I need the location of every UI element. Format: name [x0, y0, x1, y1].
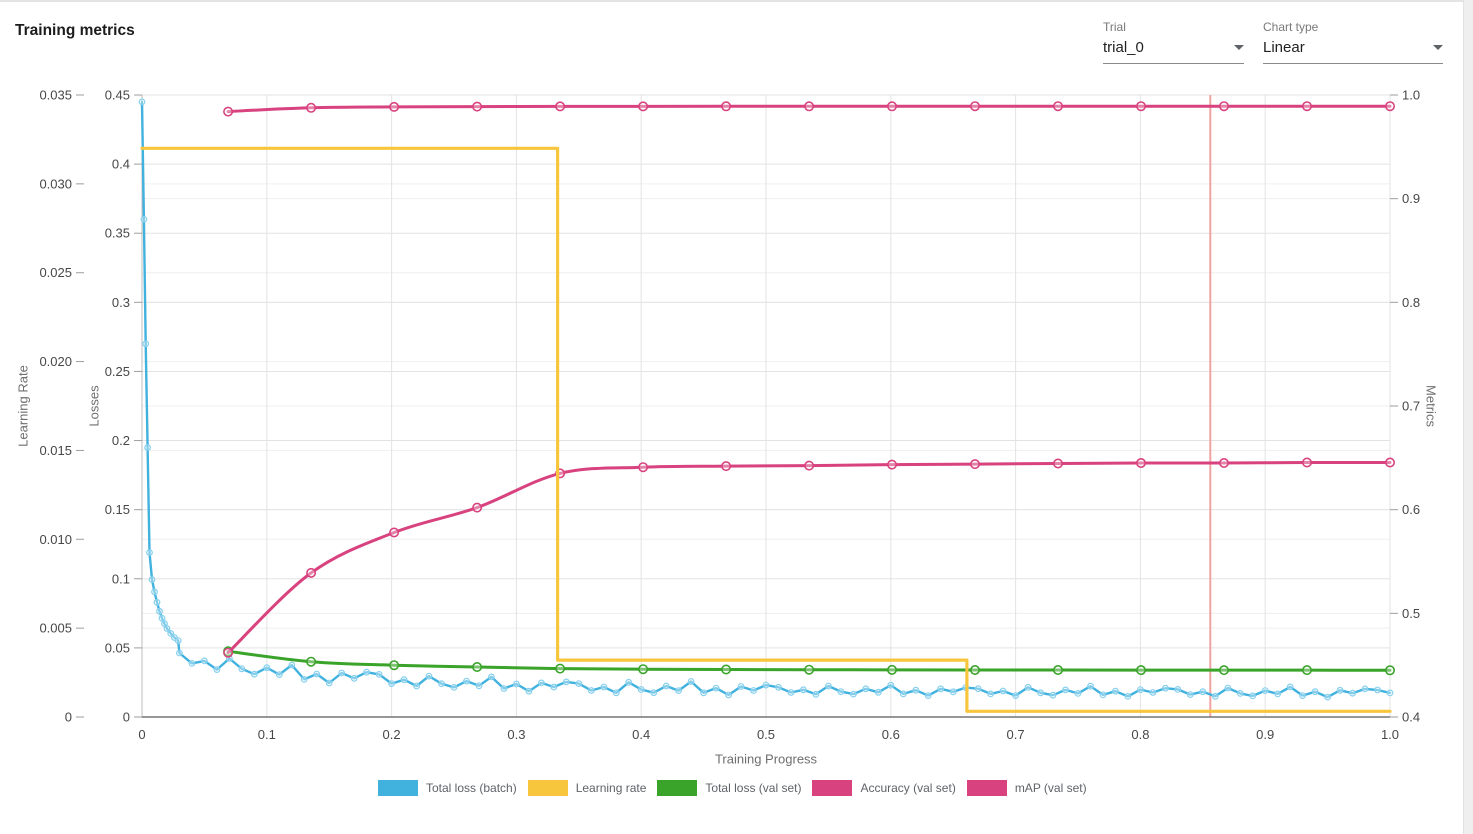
legend-label: Accuracy (val set)	[860, 781, 956, 795]
series-total-loss-val-set-line	[226, 649, 1392, 672]
x-axis-tick-label: 0.4	[632, 727, 650, 742]
series-accuracy-val-set-line	[226, 104, 1392, 114]
legend-label: Total loss (val set)	[705, 781, 802, 795]
lr-axis-tick-label: 0.035	[39, 88, 72, 103]
lr-axis-title: Learning Rate	[15, 365, 31, 447]
x-axis-tick-label: 0.8	[1131, 727, 1149, 742]
axis-tick-labels: 0.035 0.030 0.025 0.020 0.015 0.010 0.005 0 0.45…	[39, 88, 1420, 743]
lr-axis-tick-label: 0.005	[39, 621, 72, 636]
trial-select-label: Trial	[1103, 20, 1126, 34]
metrics-axis-tick-label: 1.0	[1402, 88, 1420, 103]
chevron-down-icon	[1234, 45, 1244, 50]
losses-axis-tick-label: 0.1	[112, 571, 130, 586]
trial-select-value: trial_0	[1103, 39, 1144, 56]
losses-axis-tick-label: 0.35	[105, 226, 130, 241]
x-axis-tick-label: 0.3	[507, 727, 525, 742]
x-axis-title: Training Progress	[714, 751, 818, 767]
gridlines	[141, 94, 1391, 718]
lr-axis-tick-label: 0.010	[39, 532, 72, 547]
legend-swatch	[378, 780, 418, 796]
legend-item-total-loss-val-set: Total loss (val set)	[657, 780, 801, 796]
legend-item-total-loss-batch: Total loss (batch)	[378, 780, 517, 796]
lr-axis-tick-label: 0.025	[39, 265, 72, 280]
metrics-axis-tick-label: 0.5	[1402, 606, 1420, 621]
x-axis-tick-label: 0.5	[757, 727, 775, 742]
chart-type-select-value: Linear	[1263, 39, 1305, 56]
x-axis-tick-label: 0.1	[258, 727, 276, 742]
chart-legend: Total loss (batch) Learning rate Total los…	[378, 780, 1098, 796]
scrollbar-track[interactable]	[1463, 0, 1473, 834]
losses-axis-tick-label: 0.2	[112, 433, 130, 448]
metrics-axis-tick-label: 0.8	[1402, 295, 1420, 310]
losses-axis-tick-label: 0.05	[105, 640, 130, 655]
chart-type-select-label: Chart type	[1263, 20, 1319, 34]
losses-axis-tick-label: 0.25	[105, 364, 130, 379]
metrics-axis-tick-label: 0.6	[1402, 502, 1420, 517]
x-axis-tick-label: 0.2	[383, 727, 401, 742]
series-accuracy-val-set	[223, 101, 1396, 117]
legend-item-map-val-set: mAP (val set)	[966, 780, 1087, 796]
losses-axis-tick-label: 0	[123, 710, 130, 725]
legend-swatch	[527, 780, 568, 796]
window-top-border	[0, 0, 1473, 2]
losses-axis-tick-label: 0.4	[112, 157, 130, 172]
x-axis-tick-label: 0.6	[882, 727, 900, 742]
x-axis-tick-label: 0	[138, 727, 145, 742]
x-axis-tick-label: 0.9	[1256, 727, 1274, 742]
series-accuracy-val-set-points	[223, 101, 1396, 117]
metrics-axis-tick-label: 0.9	[1402, 191, 1420, 206]
series-total-loss-batch-line	[140, 100, 1392, 699]
lr-axis-tick-label: 0	[65, 710, 72, 725]
series-learning-rate	[140, 146, 1392, 713]
x-axis-tick-label: 1.0	[1381, 727, 1399, 742]
lr-axis-tick-label: 0.020	[39, 354, 72, 369]
lr-axis-tick-label: 0.030	[39, 176, 72, 191]
legend-label: mAP (val set)	[1014, 781, 1087, 795]
chart-type-select[interactable]: Chart type Linear	[1263, 20, 1443, 64]
page-title: Training metrics	[15, 22, 135, 39]
losses-axis-title: Losses	[86, 385, 102, 427]
legend-swatch	[657, 780, 698, 796]
legend-item-accuracy-val-set: Accuracy (val set)	[812, 780, 956, 796]
series-map-val-set-points	[223, 457, 1396, 658]
legend-swatch	[812, 780, 853, 796]
metrics-axis-tick-label: 0.7	[1402, 399, 1420, 414]
legend-label: Learning rate	[575, 781, 647, 795]
trial-select[interactable]: Trial trial_0	[1103, 20, 1244, 64]
legend-label: Total loss (batch)	[426, 781, 517, 795]
legend-swatch	[966, 780, 1007, 796]
losses-axis-tick-label: 0.3	[112, 295, 130, 310]
chevron-down-icon	[1433, 45, 1443, 50]
metrics-axis-title: Metrics	[1423, 385, 1439, 427]
series-total-loss-batch	[138, 98, 1394, 701]
losses-axis-tick-label: 0.15	[105, 502, 130, 517]
series-map-val-set-line	[226, 460, 1392, 655]
losses-axis-tick-label: 0.45	[105, 88, 130, 103]
series-map-val-set	[223, 457, 1396, 658]
x-axis-tick-label: 0.7	[1007, 727, 1025, 742]
legend-item-learning-rate: Learning rate	[527, 780, 647, 796]
lr-axis-tick-label: 0.015	[39, 443, 72, 458]
series-learning-rate-line	[140, 146, 1392, 713]
metrics-axis-tick-label: 0.4	[1402, 710, 1420, 725]
